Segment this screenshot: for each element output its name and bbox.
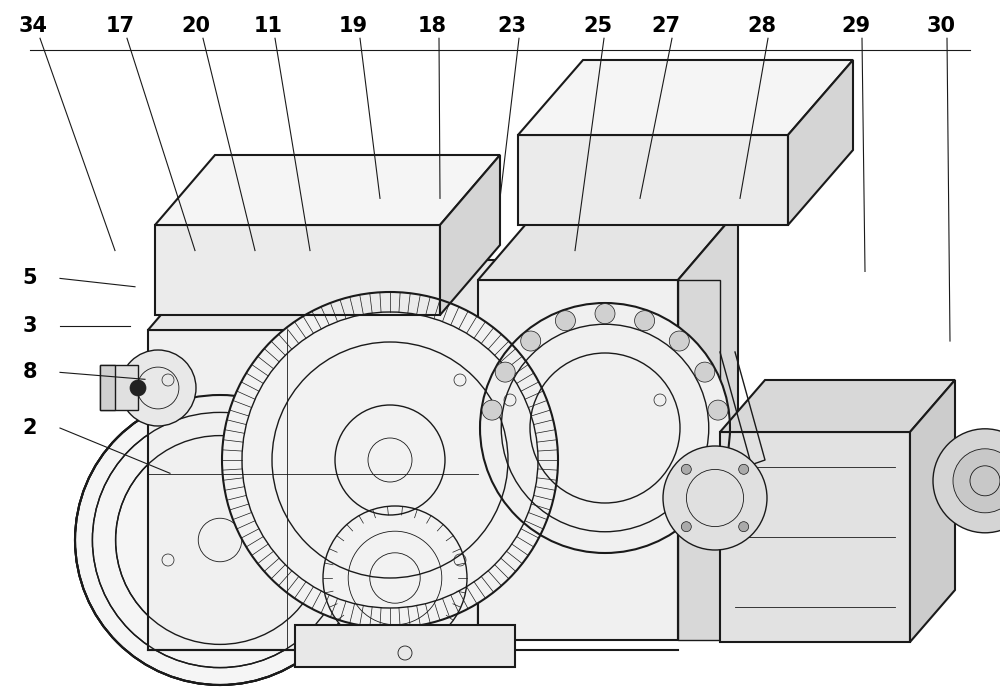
Bar (518, 135, 788, 225)
Polygon shape (478, 210, 738, 280)
Text: 29: 29 (841, 17, 871, 36)
Circle shape (75, 395, 365, 685)
Text: 34: 34 (18, 17, 48, 36)
Text: 25: 25 (583, 17, 613, 36)
Text: 18: 18 (418, 17, 446, 36)
Polygon shape (148, 260, 538, 330)
Text: 28: 28 (748, 17, 776, 36)
Circle shape (663, 446, 767, 550)
Text: 5: 5 (23, 269, 37, 288)
Circle shape (120, 350, 196, 426)
Circle shape (482, 400, 502, 420)
Circle shape (933, 429, 1000, 533)
Bar (478, 280, 678, 640)
Polygon shape (440, 155, 500, 315)
Text: 11: 11 (254, 17, 283, 36)
Circle shape (739, 522, 749, 532)
Text: 30: 30 (926, 17, 956, 36)
Circle shape (681, 522, 691, 532)
Circle shape (521, 331, 541, 351)
Polygon shape (720, 380, 955, 432)
Circle shape (953, 449, 1000, 513)
Circle shape (480, 303, 730, 553)
Circle shape (708, 400, 728, 420)
Polygon shape (518, 60, 853, 135)
Bar (148, 330, 478, 650)
Bar (678, 280, 720, 640)
Circle shape (222, 292, 558, 628)
Text: 17: 17 (106, 17, 134, 36)
Circle shape (323, 506, 467, 650)
Text: 20: 20 (182, 17, 210, 36)
Circle shape (555, 310, 575, 331)
Polygon shape (155, 155, 500, 225)
Text: 19: 19 (338, 17, 368, 36)
Circle shape (495, 362, 515, 382)
Text: 3: 3 (23, 316, 37, 335)
Circle shape (669, 331, 689, 351)
Text: 8: 8 (23, 363, 37, 382)
Text: 23: 23 (498, 17, 526, 36)
Circle shape (595, 303, 615, 324)
Polygon shape (478, 260, 538, 650)
Circle shape (635, 310, 655, 331)
Bar (295, 625, 515, 667)
Circle shape (739, 464, 749, 474)
Circle shape (681, 464, 691, 474)
Bar (720, 432, 910, 642)
Polygon shape (678, 210, 738, 640)
Bar (155, 225, 440, 315)
Text: 2: 2 (23, 418, 37, 438)
Circle shape (130, 380, 146, 396)
Bar (100, 365, 138, 410)
Polygon shape (788, 60, 853, 225)
Circle shape (695, 362, 715, 382)
Polygon shape (910, 380, 955, 642)
Bar (100, 365, 115, 410)
Text: 27: 27 (652, 17, 680, 36)
